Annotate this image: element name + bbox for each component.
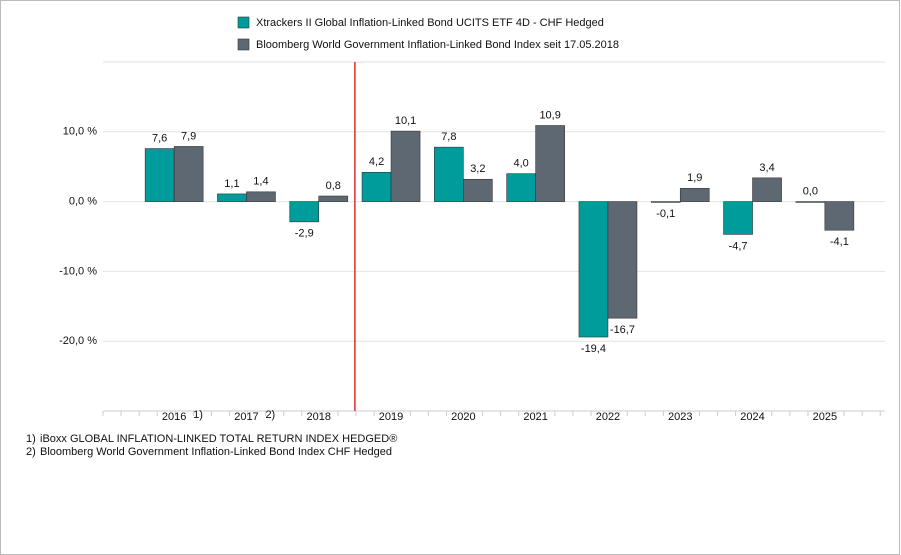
x-tick-label: 2022 (596, 411, 620, 423)
bar (607, 201, 638, 319)
bar (217, 193, 247, 202)
bar (246, 191, 276, 202)
value-label: 10,9 (539, 109, 560, 121)
bar (144, 148, 175, 202)
value-label: -4,7 (729, 240, 748, 252)
y-tick-label: -20,0 % (59, 335, 97, 347)
x-tick-label: 2024 (740, 411, 764, 423)
x-tick-label: 2021 (523, 411, 547, 423)
footnote-text: iBoxx GLOBAL INFLATION-LINKED TOTAL RETU… (40, 433, 397, 445)
bar (173, 146, 204, 202)
bar (650, 201, 681, 203)
y-tick-label: 0,0 % (69, 196, 97, 208)
value-label: 3,2 (470, 163, 485, 175)
value-label: -16,7 (610, 324, 635, 336)
value-label: 10,1 (395, 115, 416, 127)
bar (361, 171, 392, 202)
value-label: -19,4 (581, 343, 606, 355)
footnote-text: Bloomberg World Government Inflation-Lin… (40, 446, 392, 458)
value-label: 1,4 (253, 176, 268, 188)
bar (463, 178, 493, 202)
value-label: 7,8 (441, 131, 456, 143)
legend-label: Bloomberg World Government Inflation-Lin… (256, 39, 619, 51)
x-tick-label: 2018 (307, 411, 331, 423)
bar (578, 201, 609, 338)
bar (723, 201, 753, 235)
bar (390, 130, 421, 202)
value-label: 1,1 (224, 178, 239, 190)
x-tick-label: 2023 (668, 411, 692, 423)
bar (289, 201, 320, 223)
value-label: 3,4 (759, 162, 774, 174)
footnote-marker: 2) (26, 446, 36, 458)
value-label: -0,1 (656, 208, 675, 220)
value-label: -2,9 (295, 228, 314, 240)
x-tick-label: 2017 (234, 411, 258, 423)
value-label: 1,9 (687, 172, 702, 184)
value-label: -4,1 (830, 236, 849, 248)
y-tick-label: 10,0 % (63, 126, 97, 138)
x-tick-note: 1) (193, 409, 203, 421)
legend-swatch (237, 16, 250, 29)
value-label: 0,0 (803, 186, 818, 198)
x-tick-label: 2016 (162, 411, 186, 423)
value-label: 4,0 (514, 158, 529, 170)
bar (506, 173, 536, 202)
x-tick-label: 2020 (451, 411, 475, 423)
bar (795, 201, 826, 203)
value-label: 7,9 (181, 130, 196, 142)
bar (434, 146, 464, 202)
x-tick-note: 2) (265, 409, 275, 421)
bar (535, 125, 565, 202)
bar (824, 201, 855, 231)
value-label: 0,8 (326, 180, 341, 192)
legend-swatch (237, 38, 250, 51)
value-label: 7,6 (152, 132, 167, 144)
legend-label: Xtrackers II Global Inflation-Linked Bon… (256, 17, 604, 29)
value-label: 4,2 (369, 156, 384, 168)
bar (752, 177, 782, 202)
x-tick-label: 2025 (813, 411, 837, 423)
x-tick-label: 2019 (379, 411, 403, 423)
bar (679, 188, 710, 202)
bar (318, 195, 349, 202)
footnote-marker: 1) (26, 433, 36, 445)
y-tick-label: -10,0 % (59, 265, 97, 277)
